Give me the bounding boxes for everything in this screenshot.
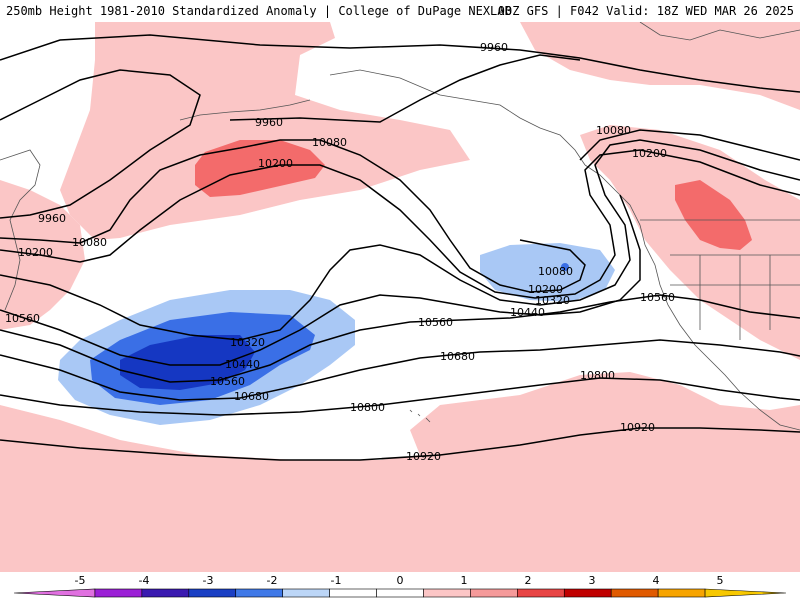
colorbar-label: 3 <box>589 574 596 587</box>
colorbar-swatch <box>188 588 237 598</box>
colorbar-swatch <box>423 588 471 598</box>
colorbar-label: 0 <box>397 574 404 587</box>
contour-9960-north <box>0 34 800 93</box>
coastline-alaska <box>329 69 586 166</box>
contour-10800 <box>0 377 800 416</box>
contour-label: 10200 <box>18 246 53 259</box>
anomaly-map: 9960 9960 9960 10080 10080 10080 10080 1… <box>0 22 800 572</box>
contour-label: 10080 <box>596 124 631 137</box>
contour-label: 9960 <box>480 41 508 54</box>
colorbar-label: -4 <box>139 574 150 587</box>
neg-anomaly-trough-core <box>120 335 255 390</box>
contour-label: 10080 <box>538 265 573 278</box>
colorbar-swatch <box>704 588 787 598</box>
colorbar-swatch <box>282 588 330 598</box>
colorbar-swatch <box>610 588 659 598</box>
colorbar-label: -3 <box>203 574 214 587</box>
run-info: 00Z GFS | F042 Valid: 18Z WED MAR 26 202… <box>497 4 794 18</box>
coastline-arctic <box>639 22 800 41</box>
contour-label: 10320 <box>230 336 265 349</box>
colorbar-label: -5 <box>75 574 86 587</box>
contour-label: 10320 <box>535 294 570 307</box>
contour-label: 10200 <box>528 283 563 296</box>
colorbar-swatch <box>517 588 565 598</box>
colorbar-label: 5 <box>717 574 724 587</box>
coastlines <box>0 22 800 431</box>
contour-10680 <box>0 339 800 401</box>
colorbar-swatches <box>13 588 787 598</box>
colorbar-swatch <box>563 588 612 598</box>
contour-label: 10560 <box>5 312 40 325</box>
contour-9960-west <box>0 69 201 219</box>
contour-label: 10920 <box>406 450 441 463</box>
neg-anomaly-low <box>480 243 615 302</box>
colorbar-swatch <box>329 588 377 598</box>
colorbar-swatch <box>376 588 424 598</box>
contour-label: 10680 <box>440 350 475 363</box>
us-state-borders <box>640 219 800 340</box>
contour-label: 10440 <box>510 306 545 319</box>
hawaii <box>409 409 431 423</box>
colorbar-label: -2 <box>267 574 278 587</box>
neg-anomaly-low-core <box>561 263 569 271</box>
colorbar-label: 2 <box>525 574 532 587</box>
colorbar-swatch <box>94 588 143 598</box>
map-title: 250mb Height 1981-2010 Standardized Anom… <box>6 4 512 18</box>
pos-anomaly-northeast <box>520 22 800 110</box>
contour-label: 10680 <box>234 390 269 403</box>
contour-10920 <box>0 427 800 461</box>
negative-anomaly-shading <box>58 243 615 425</box>
contour-9960-alaska <box>229 54 581 123</box>
colorbar-label: 4 <box>653 574 660 587</box>
contour-label: 10080 <box>72 236 107 249</box>
contour-label: 10440 <box>225 358 260 371</box>
contour-label: 10800 <box>580 369 615 382</box>
colorbar-labels: -5 -4 -3 -2 -1 0 1 2 3 4 5 <box>75 574 724 587</box>
pos-anomaly-south <box>0 372 800 572</box>
contour-label: 10560 <box>210 375 245 388</box>
contour-10440 <box>0 194 641 366</box>
contour-label: 10560 <box>640 291 675 304</box>
colorbar-swatch <box>235 588 283 598</box>
colorbar-swatch <box>13 588 96 598</box>
contour-label: 10200 <box>632 147 667 160</box>
contour-labels: 9960 9960 9960 10080 10080 10080 10080 1… <box>5 41 675 463</box>
pos-anomaly-canada-core <box>675 180 752 250</box>
contour-10320 <box>0 139 800 341</box>
coastline-north-america <box>584 164 800 431</box>
colorbar-swatch <box>657 588 706 598</box>
anomaly-colorbar: -5 -4 -3 -2 -1 0 1 2 3 4 5 <box>13 574 787 598</box>
height-contours <box>0 34 800 461</box>
contour-label: 10080 <box>312 136 347 149</box>
contour-label: 10920 <box>620 421 655 434</box>
map-header: 250mb Height 1981-2010 Standardized Anom… <box>0 0 800 22</box>
contour-10080 <box>0 129 800 293</box>
colorbar-label: -1 <box>331 574 342 587</box>
contour-label: 10560 <box>418 316 453 329</box>
coastline-aleutians <box>179 99 311 121</box>
contour-label: 9960 <box>38 212 66 225</box>
colorbar-label: 1 <box>461 574 468 587</box>
colorbar-swatch <box>470 588 518 598</box>
pos-anomaly-canada <box>580 125 800 360</box>
contour-label: 10200 <box>258 157 293 170</box>
colorbar-swatch <box>141 588 190 598</box>
contour-10200 <box>0 149 800 299</box>
contour-label: 10800 <box>350 401 385 414</box>
contour-10560 <box>0 294 800 383</box>
coastline-asia <box>0 149 41 311</box>
contour-label: 9960 <box>255 116 283 129</box>
